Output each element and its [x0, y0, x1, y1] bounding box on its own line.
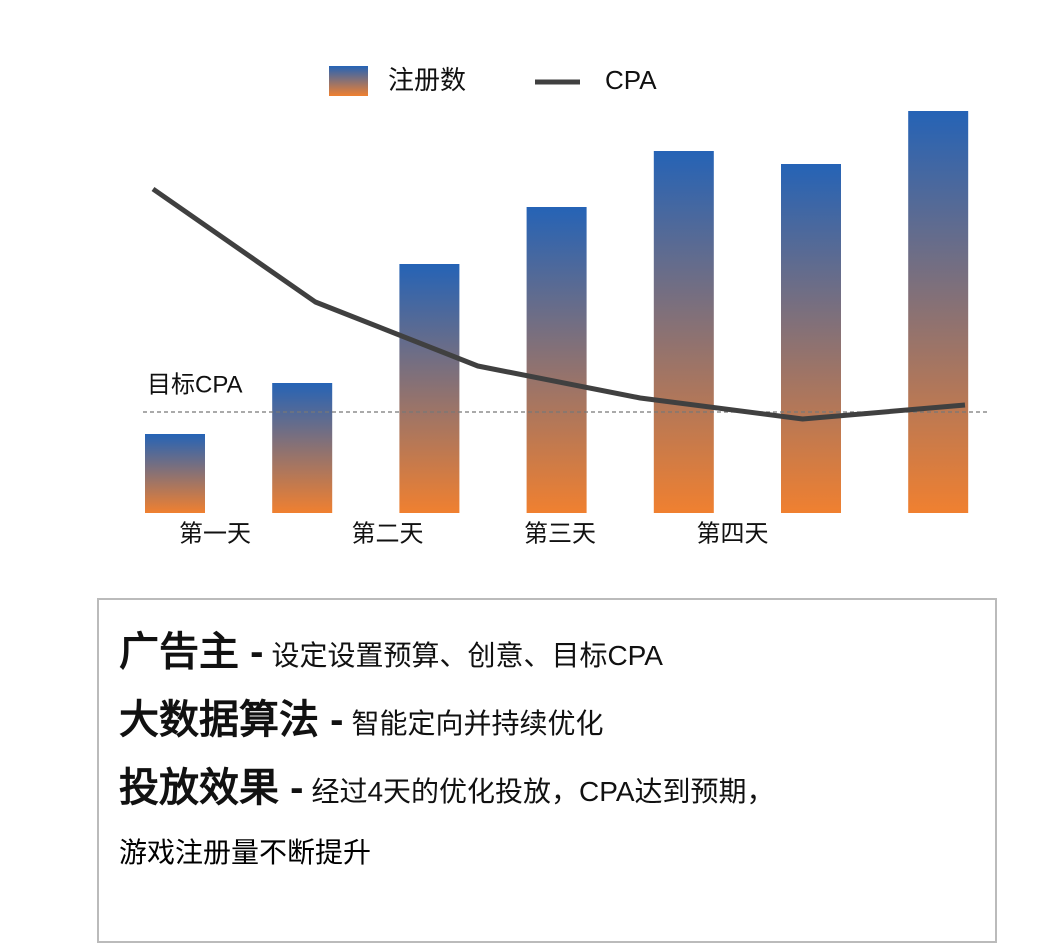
x-tick-label: 第一天	[179, 520, 251, 547]
note-body: 智能定向并持续优化	[351, 708, 604, 739]
note-row: 投放效果 - 经过4天的优化投放，CPA达到预期，	[119, 754, 995, 822]
bar	[272, 383, 333, 513]
note-body: 设定设置预算、创意、目标CPA	[271, 640, 663, 671]
x-tick-label: 第四天	[697, 520, 769, 547]
bar	[399, 264, 460, 513]
note-row: 大数据算法 - 智能定向并持续优化	[119, 686, 995, 754]
legend-swatch	[329, 66, 368, 96]
note-body: 游戏注册量不断提升	[119, 837, 372, 868]
bar	[526, 207, 587, 513]
note-head: 投放效果 -	[119, 766, 304, 810]
note-head: 大数据算法 -	[119, 698, 344, 742]
legend-label: 注册数	[388, 65, 466, 95]
note-row: 广告主 - 设定设置预算、创意、目标CPA	[119, 618, 995, 686]
note-box: 广告主 - 设定设置预算、创意、目标CPA 大数据算法 - 智能定向并持续优化 投放效果…	[97, 598, 997, 943]
bar	[908, 111, 969, 513]
bar	[145, 434, 205, 513]
bar	[781, 164, 841, 513]
note-body: 经过4天的优化投放，CPA达到预期，	[311, 776, 775, 807]
x-tick-label: 第二天	[352, 520, 424, 547]
legend-label: CPA	[605, 65, 657, 95]
note-head: 广告主 -	[119, 630, 264, 674]
cpa-line	[151, 186, 966, 422]
chart: 注册数 CPA 第一天 第二天 第三天 第四天 目标CPA	[143, 65, 988, 547]
target-label: 目标CPA	[147, 371, 243, 398]
x-tick-label: 第三天	[524, 520, 596, 547]
bar	[653, 151, 714, 513]
